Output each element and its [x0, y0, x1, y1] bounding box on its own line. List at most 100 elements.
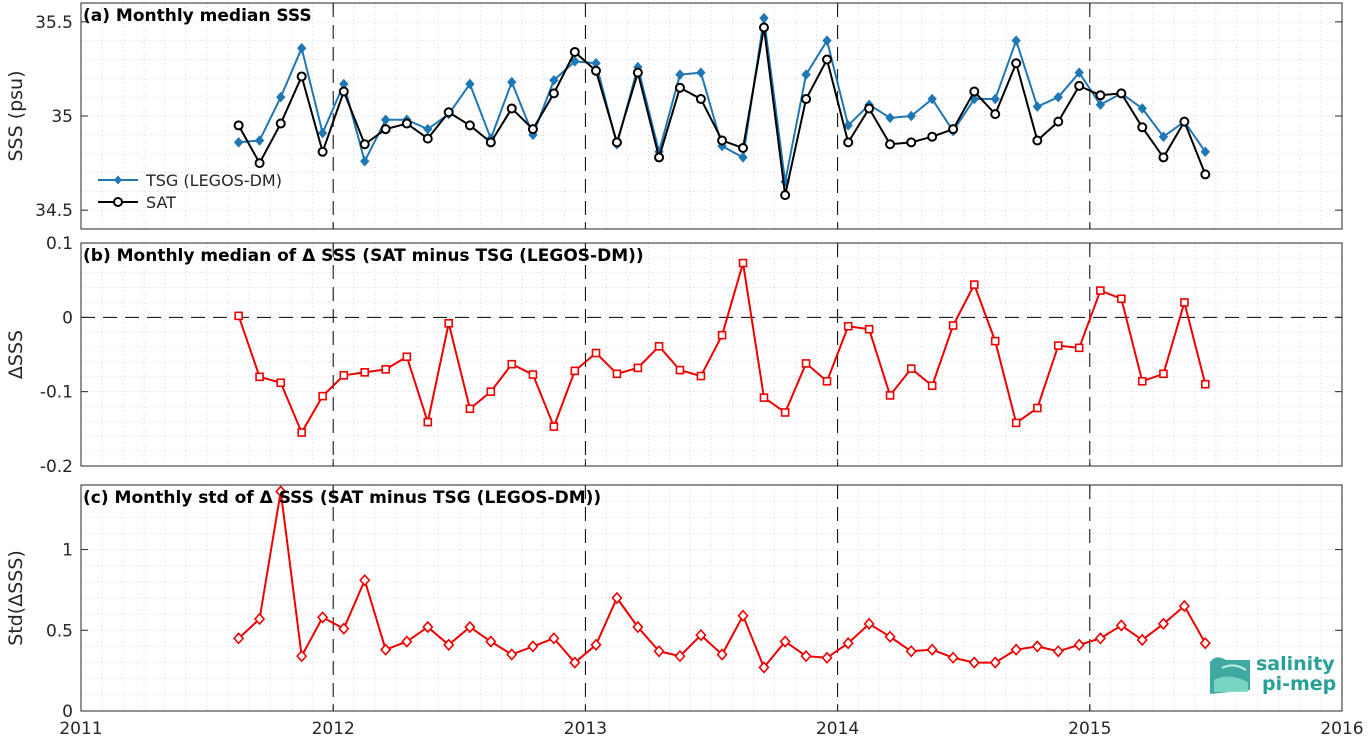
- panel-b: -0.2 -0.1 0 0.1 ΔSSS (b) Monthly median of Δ …: [5, 234, 1343, 477]
- data-point: [297, 428, 306, 437]
- data-point: [402, 352, 412, 362]
- legend-marker: [114, 175, 122, 185]
- data-point: [507, 359, 517, 369]
- x-tick-label: 2011: [59, 719, 102, 738]
- data-point: [422, 620, 434, 634]
- data-point: [296, 71, 307, 82]
- data-point: [632, 620, 644, 634]
- data-point: [465, 404, 475, 414]
- data-point: [948, 321, 958, 330]
- plot-frame: [80, 484, 1343, 712]
- data-point: [947, 651, 959, 664]
- data-point: [254, 158, 265, 169]
- data-point: [275, 118, 286, 129]
- data-point: [695, 628, 707, 642]
- data-point: [801, 69, 811, 80]
- data-point: [255, 372, 264, 382]
- y-tick-label: 0: [62, 308, 73, 328]
- data-point: [1115, 619, 1127, 632]
- data-point: [233, 632, 245, 645]
- data-point: [864, 103, 875, 114]
- data-point: [1180, 298, 1189, 307]
- data-point: [738, 258, 748, 268]
- data-point: [275, 485, 287, 498]
- data-point: [696, 371, 706, 381]
- data-point: [885, 139, 896, 150]
- data-point: [527, 640, 539, 653]
- data-point: [1137, 376, 1147, 386]
- plot-frame: [80, 2, 1343, 230]
- data-point: [674, 649, 686, 663]
- data-point: [465, 78, 475, 90]
- data-point: [360, 155, 370, 167]
- data-point: [1073, 638, 1085, 652]
- logo-icon: [1214, 676, 1248, 692]
- data-point: [1116, 88, 1127, 99]
- data-point: [569, 46, 580, 57]
- series-delta-sss: [233, 485, 1211, 674]
- data-point: [758, 661, 770, 674]
- data-point: [1052, 645, 1064, 658]
- data-point: [843, 321, 853, 331]
- data-point: [506, 648, 518, 661]
- data-point: [989, 656, 1001, 669]
- data-point: [905, 645, 917, 658]
- data-point: [317, 611, 329, 624]
- data-point: [317, 146, 328, 157]
- data-point: [927, 93, 937, 105]
- data-point: [611, 591, 623, 605]
- data-point: [1011, 58, 1022, 69]
- data-point: [549, 422, 559, 431]
- data-point: [360, 368, 370, 377]
- data-point: [780, 190, 791, 201]
- legend: TSG (LEGOS-DM) SAT: [98, 171, 282, 212]
- data-point: [485, 137, 496, 148]
- data-point: [1158, 152, 1169, 163]
- data-point: [801, 359, 811, 368]
- y-tick-label: -0.2: [40, 457, 73, 477]
- legend-marker: [113, 197, 123, 207]
- data-point: [654, 152, 665, 163]
- data-point: [738, 143, 749, 154]
- data-point: [276, 378, 286, 388]
- plot-frame: [80, 242, 1343, 467]
- data-point: [1031, 640, 1043, 653]
- data-point: [548, 88, 559, 99]
- data-point: [842, 637, 854, 650]
- data-point: [1011, 35, 1021, 46]
- data-point: [822, 35, 832, 46]
- data-point: [927, 131, 938, 142]
- data-point: [401, 635, 413, 648]
- data-point: [1094, 632, 1106, 645]
- x-tick-label: 2014: [816, 719, 859, 738]
- data-point: [253, 612, 266, 626]
- data-point: [800, 649, 812, 663]
- data-point: [318, 391, 327, 401]
- data-point: [843, 120, 853, 131]
- data-point: [612, 369, 622, 379]
- y-tick-label: 0: [62, 702, 73, 722]
- data-point: [276, 91, 286, 103]
- data-point: [1158, 131, 1169, 142]
- data-point: [717, 135, 728, 146]
- data-point: [423, 417, 433, 427]
- data-point: [1053, 91, 1063, 103]
- data-point: [759, 393, 769, 402]
- data-point: [338, 622, 350, 635]
- legend-label: SAT: [146, 193, 176, 212]
- data-point: [339, 371, 349, 380]
- data-point: [570, 366, 580, 376]
- data-point: [590, 65, 601, 76]
- data-point: [822, 376, 832, 386]
- data-point: [1157, 617, 1170, 631]
- data-point: [948, 124, 959, 135]
- data-point: [1136, 633, 1148, 647]
- data-point: [381, 365, 390, 374]
- data-point: [1200, 146, 1210, 158]
- data-point: [822, 54, 833, 65]
- data-point: [780, 408, 790, 417]
- y-tick-label: 0.1: [46, 234, 73, 254]
- y-tick-label: 34.5: [35, 201, 73, 221]
- data-point: [422, 133, 433, 144]
- data-point: [254, 135, 265, 146]
